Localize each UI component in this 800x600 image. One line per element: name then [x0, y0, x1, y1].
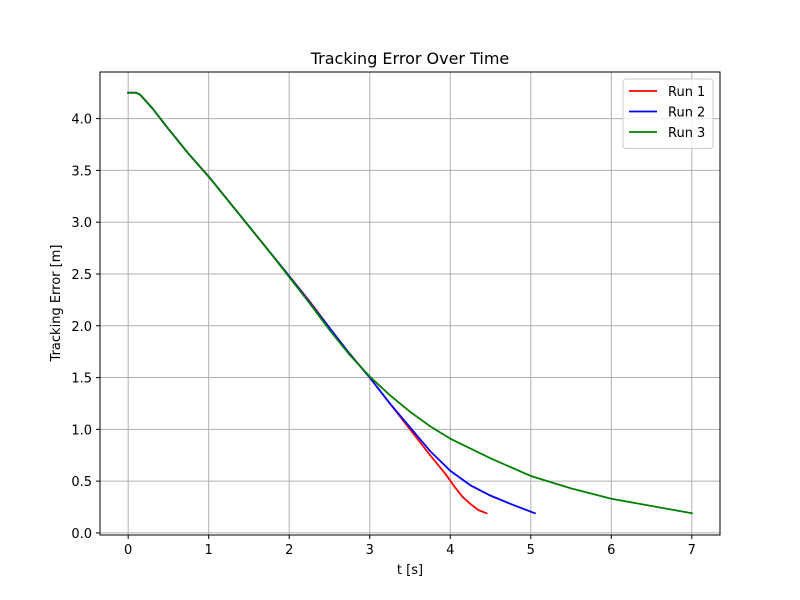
x-tick-label: 2: [285, 543, 293, 558]
y-tick-label: 0.0: [71, 527, 92, 542]
y-tick-label: 3.5: [71, 164, 92, 179]
x-tick-label: 6: [607, 543, 615, 558]
y-tick-label: 0.5: [71, 475, 92, 490]
legend-label-run-1: Run 1: [668, 85, 705, 100]
x-tick-label: 3: [366, 543, 374, 558]
chart-title: Tracking Error Over Time: [310, 49, 510, 68]
x-tick-label: 4: [446, 543, 454, 558]
y-tick-label: 4.0: [71, 113, 92, 128]
x-tick-label: 7: [688, 543, 696, 558]
x-tick-label: 0: [124, 543, 132, 558]
plot-frame: [99, 71, 721, 536]
x-tick-label: 1: [205, 543, 213, 558]
series-line-run-3: [127, 91, 693, 515]
y-tick-label: 2.5: [71, 268, 92, 283]
y-tick-label: 2.0: [71, 320, 92, 335]
y-tick-label: 3.0: [71, 216, 92, 231]
axis-ticks: 0 1 2 3 4 5 6 7 0.0 0.5 1.0 1.5 2.0 2.5 3.0 3.5 4.0: [71, 113, 696, 558]
y-tick-label: 1.5: [71, 372, 92, 387]
x-axis-label: t [s]: [397, 563, 423, 578]
y-axis-label: Tracking Error [m]: [49, 245, 64, 363]
legend-label-run-2: Run 2: [668, 106, 705, 121]
legend-label-run-3: Run 3: [668, 126, 705, 141]
x-tick-label: 5: [527, 543, 535, 558]
series-lines: [127, 91, 693, 515]
y-tick-label: 1.0: [71, 423, 92, 438]
legend: Run 1 Run 2 Run 3: [622, 78, 714, 149]
